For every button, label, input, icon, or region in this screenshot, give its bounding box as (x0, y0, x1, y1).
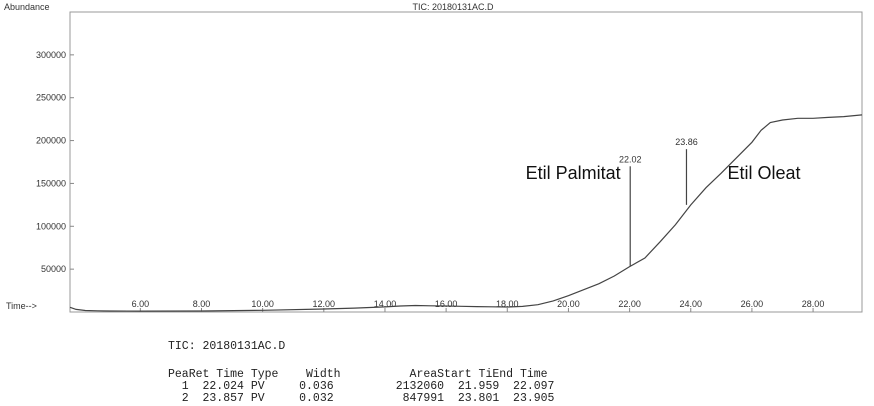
compound-annotations: Etil Palmitat Etil Oleat (526, 163, 801, 183)
peak-report: TIC: 20180131AC.D PeaRet Time Type Width… (0, 330, 874, 406)
y-tick-label: 250000 (36, 93, 66, 103)
x-tick-label: 10.00 (251, 299, 274, 309)
y-tick-label: 200000 (36, 136, 66, 146)
peak-label: 22.02 (619, 154, 642, 164)
report-row-2: 2 23.857 PV 0.032 847991 23.801 23.905 (168, 392, 555, 405)
x-tick-label: 20.00 (557, 299, 580, 309)
report-header: PeaRet Time Type Width AreaStart TiEnd T… (168, 368, 548, 381)
y-tick-label: 300000 (36, 50, 66, 60)
x-tick-label: 16.00 (435, 299, 458, 309)
y-ticks: 50000 100000 150000 200000 250000 300000 (36, 50, 74, 274)
report-title: TIC: 20180131AC.D (168, 340, 286, 353)
y-tick-label: 50000 (41, 264, 66, 274)
chart-title: TIC: 20180131AC.D (412, 2, 494, 12)
tic-trace (69, 114, 863, 312)
report-row-1: 1 22.024 PV 0.036 2132060 21.959 22.097 (168, 380, 555, 393)
annotation-label: Etil Palmitat (526, 163, 621, 183)
x-tick-label: 8.00 (193, 299, 211, 309)
x-tick-label: 6.00 (132, 299, 150, 309)
tic-chart: Abundance TIC: 20180131AC.D Time--> 5000… (4, 2, 863, 313)
x-tick-label: 26.00 (741, 299, 764, 309)
annotation-label: Etil Oleat (727, 163, 800, 183)
y-tick-label: 150000 (36, 178, 66, 188)
x-ticks: 6.00 8.00 10.00 12.00 14.00 16.00 18.00 20.00 22… (132, 299, 825, 312)
plot-frame (69, 11, 863, 313)
y-axis-label: Abundance (4, 2, 50, 12)
x-tick-label: 24.00 (679, 299, 702, 309)
peak-markers: 22.02 23.86 (619, 137, 698, 267)
x-tick-label: 28.00 (802, 299, 825, 309)
x-axis-label: Time--> (6, 301, 37, 311)
x-tick-label: 18.00 (496, 299, 519, 309)
x-tick-label: 14.00 (374, 299, 397, 309)
peak-label: 23.86 (675, 137, 698, 147)
x-tick-label: 22.00 (618, 299, 641, 309)
x-tick-label: 12.00 (313, 299, 336, 309)
y-tick-label: 100000 (36, 221, 66, 231)
